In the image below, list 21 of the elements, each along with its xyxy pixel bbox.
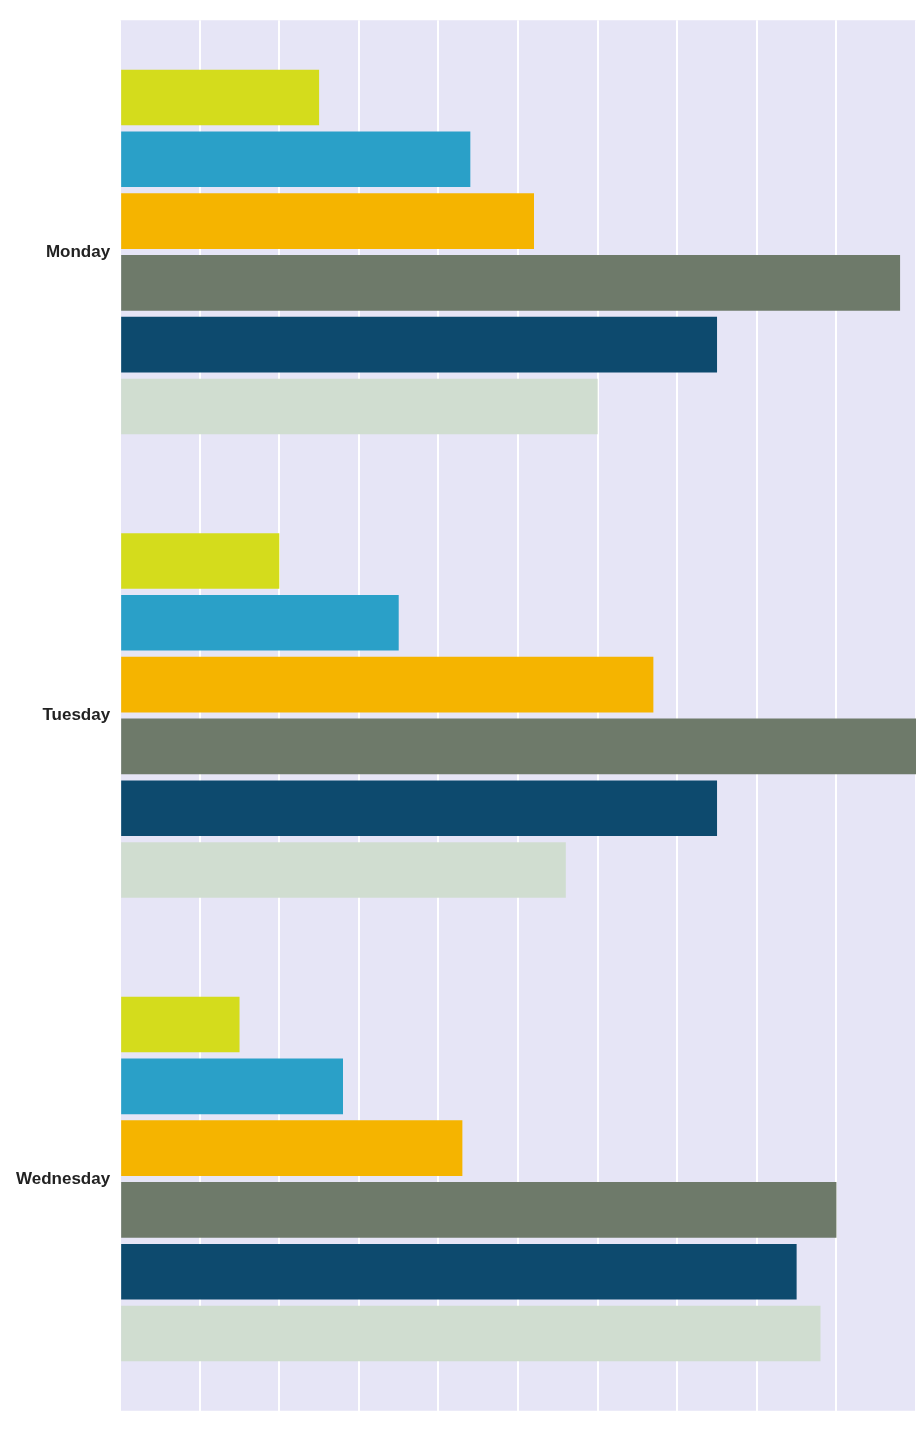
y-tick-label: Wednesday — [15, 1168, 111, 1188]
bar — [121, 316, 718, 373]
bar — [121, 1120, 463, 1176]
bar — [121, 1182, 837, 1238]
bar — [121, 69, 320, 126]
bar — [121, 131, 471, 188]
bar — [121, 996, 240, 1053]
y-tick-label: Monday — [45, 241, 111, 261]
bar — [121, 656, 654, 713]
bar — [121, 1058, 343, 1115]
bar — [121, 780, 718, 837]
bar — [121, 1305, 821, 1362]
bar — [121, 594, 399, 651]
bar — [121, 378, 598, 435]
bar — [121, 533, 280, 589]
bar — [121, 1243, 797, 1300]
y-tick-label: Tuesday — [42, 705, 111, 725]
bar — [121, 718, 916, 775]
bar — [121, 255, 901, 311]
bar — [121, 842, 566, 898]
bar — [121, 193, 534, 249]
